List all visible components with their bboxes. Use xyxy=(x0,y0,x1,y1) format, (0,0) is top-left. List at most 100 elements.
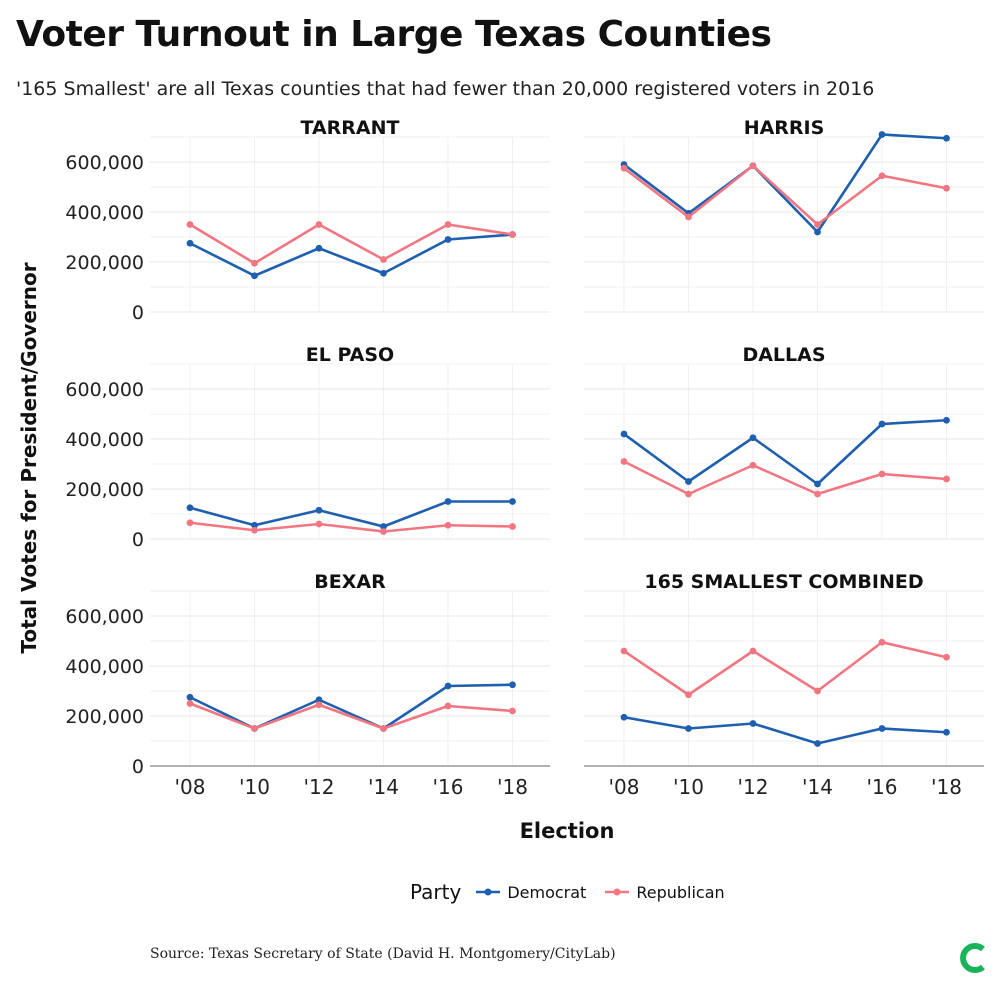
legend-label-republican: Republican xyxy=(636,882,725,902)
x-tick-label: '08 xyxy=(175,775,206,799)
republican-point xyxy=(251,259,258,267)
x-tick-label: '10 xyxy=(673,775,704,799)
y-tick-label: 0 xyxy=(132,302,144,324)
republican-point xyxy=(380,528,387,535)
y-tick-label: 600,000 xyxy=(65,379,144,401)
panel-title: EL PASO xyxy=(306,344,394,366)
x-tick-label: '18 xyxy=(497,775,528,799)
y-tick-label: 200,000 xyxy=(65,479,144,501)
republican-point xyxy=(315,221,323,228)
legend-label-democrat: Democrat xyxy=(507,882,587,902)
panel-title: HARRIS xyxy=(744,117,825,139)
democrat-point xyxy=(380,523,387,530)
democrat-point xyxy=(620,713,628,721)
x-tick-label: '12 xyxy=(738,775,769,799)
y-tick-label: 400,000 xyxy=(65,429,144,451)
legend: Party Democrat Republican xyxy=(410,880,733,904)
republican-point xyxy=(749,647,757,655)
republican-point xyxy=(878,172,886,180)
y-tick-label: 0 xyxy=(132,529,144,551)
legend-item-republican: Republican xyxy=(604,882,725,902)
republican-point xyxy=(878,470,886,478)
republican-point xyxy=(380,725,387,732)
republican-point xyxy=(186,519,194,527)
republican-point xyxy=(943,184,950,192)
democrat-line-dallas xyxy=(623,418,947,486)
democrat-point xyxy=(749,720,757,727)
republican-point xyxy=(685,213,692,221)
republican-point xyxy=(749,461,757,469)
x-tick-label: '18 xyxy=(931,775,962,799)
republican-point xyxy=(315,520,323,528)
democrat-point xyxy=(380,269,387,277)
panel-title: DALLAS xyxy=(742,344,825,366)
republican-line-165-smallest-combined xyxy=(623,640,947,697)
democrat-point xyxy=(814,480,821,488)
x-tick-label: '16 xyxy=(433,775,464,799)
democrat-point xyxy=(251,521,258,529)
democrat-line-165-smallest-combined xyxy=(623,715,947,745)
democrat-point xyxy=(943,416,950,424)
y-tick-label: 400,000 xyxy=(65,202,144,224)
republican-point xyxy=(620,164,628,172)
source-note: Source: Texas Secretary of State (David … xyxy=(150,946,616,962)
republican-point xyxy=(814,221,821,228)
republican-point xyxy=(943,475,950,483)
y-tick-label: 400,000 xyxy=(65,656,144,678)
legend-title: Party xyxy=(410,880,462,904)
democrat-point xyxy=(251,272,258,280)
panel-title: BEXAR xyxy=(314,571,386,593)
citylab-logo-icon xyxy=(960,943,985,973)
democrat-point xyxy=(878,725,886,732)
x-tick-label: '12 xyxy=(304,775,335,799)
republican-point xyxy=(749,162,757,170)
republican-point xyxy=(251,725,258,732)
faceted-line-chart: TARRANT 0 200,000 400,000 600,000 HARRIS EL PA… xyxy=(17,117,984,843)
x-tick-label: '16 xyxy=(867,775,898,799)
republican-point xyxy=(685,691,692,699)
x-tick-label: '10 xyxy=(239,775,270,799)
republican-point xyxy=(380,256,387,263)
democrat-point xyxy=(186,504,194,512)
republican-line-tarrant xyxy=(189,223,513,265)
republican-line-el-paso xyxy=(189,521,513,533)
republican-point xyxy=(186,221,194,228)
democrat-point xyxy=(444,682,452,690)
democrat-point xyxy=(685,478,692,485)
democrat-point xyxy=(186,239,194,247)
republican-point xyxy=(509,231,516,238)
y-tick-label: 200,000 xyxy=(65,252,144,274)
democrat-line-tarrant xyxy=(189,233,513,278)
democrat-point xyxy=(943,728,950,736)
democrat-point xyxy=(509,498,516,505)
democrat-point xyxy=(878,131,886,138)
republican-point xyxy=(814,687,821,695)
democrat-line-el-paso xyxy=(189,500,513,528)
democrat-point xyxy=(315,506,323,514)
republican-line-bexar xyxy=(189,702,513,730)
y-tick-label: 0 xyxy=(132,756,144,778)
democrat-point xyxy=(620,430,628,438)
x-tick-label: '14 xyxy=(802,775,833,799)
republican-legend-swatch xyxy=(605,888,630,896)
democrat-point xyxy=(509,681,516,689)
democrat-point xyxy=(943,134,950,142)
democrat-point xyxy=(749,434,757,442)
democrat-legend-swatch xyxy=(476,888,501,896)
y-tick-label: 200,000 xyxy=(65,706,144,728)
democrat-point xyxy=(878,420,886,428)
y-axis-title: Total Votes for President/Governor xyxy=(17,262,41,653)
republican-point xyxy=(444,221,452,228)
democrat-line-harris xyxy=(623,133,947,234)
republican-point xyxy=(315,701,323,709)
panel-title: 165 SMALLEST COMBINED xyxy=(644,571,923,593)
democrat-point xyxy=(444,236,452,243)
democrat-point xyxy=(814,228,821,236)
republican-point xyxy=(251,526,258,534)
chart-title: Voter Turnout in Large Texas Counties xyxy=(16,14,772,55)
x-tick-label: '14 xyxy=(368,775,399,799)
democrat-point xyxy=(315,696,323,704)
republican-point xyxy=(814,490,821,498)
democrat-point xyxy=(814,740,821,747)
democrat-point xyxy=(186,693,194,701)
